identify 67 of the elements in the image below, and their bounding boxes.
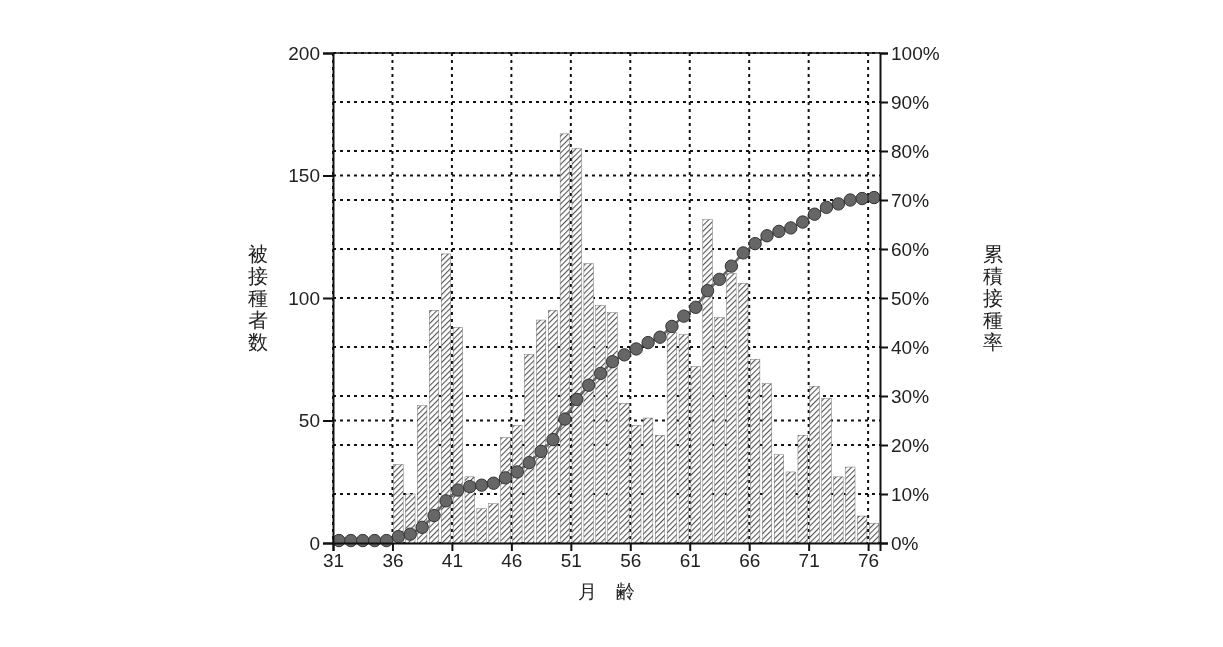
point [689, 300, 703, 314]
point [748, 236, 762, 251]
y-tick-label: 200 [288, 42, 320, 64]
x-tick-label: 61 [679, 550, 701, 572]
x-tick-label: 41 [441, 550, 463, 572]
x-tick-label: 31 [322, 550, 345, 572]
y-tick-label: 150 [288, 165, 320, 187]
point [653, 330, 667, 344]
point [772, 224, 786, 239]
point [605, 355, 620, 369]
y2-tick-label: 30% [891, 385, 930, 407]
y2-axis-title: 累積接種率 [983, 243, 1003, 353]
point [403, 527, 417, 541]
point [534, 444, 548, 459]
point [867, 190, 881, 205]
x-tick-label: 71 [798, 550, 820, 572]
x-tick-label: 46 [501, 550, 523, 572]
x-axis-title: 月 齢 [578, 581, 635, 602]
x-tick-label: 56 [620, 550, 642, 572]
point [522, 455, 536, 470]
y2-tick-label: 90% [891, 91, 930, 113]
y2-tick-label: 80% [891, 140, 930, 162]
point [558, 412, 572, 426]
y2-tick-label: 40% [891, 336, 930, 358]
point [427, 508, 441, 523]
y2-tick-label: 0% [891, 532, 919, 554]
point [819, 200, 834, 215]
point [486, 476, 501, 490]
y-tick-label: 100 [288, 287, 320, 309]
point [665, 319, 679, 334]
point [677, 309, 691, 323]
point [724, 259, 739, 273]
point [736, 246, 750, 260]
point [843, 193, 857, 207]
x-tick-label: 36 [382, 550, 404, 572]
point [617, 348, 632, 362]
point [855, 191, 869, 206]
y-tick-label: 0 [309, 532, 320, 554]
y-axis-title: 被接種者数 [248, 243, 268, 353]
y2-tick-label: 20% [891, 434, 930, 456]
point [796, 215, 810, 229]
y2-tick-label: 10% [891, 483, 930, 505]
point [629, 342, 643, 356]
point [712, 272, 727, 287]
point [641, 335, 655, 350]
y2-tick-label: 70% [891, 189, 930, 211]
point [831, 197, 846, 211]
x-tick-label: 66 [739, 550, 761, 572]
point [760, 229, 774, 243]
point [784, 221, 798, 235]
point [463, 479, 477, 494]
point [807, 207, 822, 221]
point [593, 366, 608, 381]
x-tick-label: 76 [858, 550, 880, 572]
point [415, 520, 429, 534]
point [700, 283, 715, 298]
y2-tick-label: 100% [891, 42, 940, 64]
point [474, 478, 489, 492]
y-tick-label: 50 [298, 410, 320, 432]
point [570, 392, 584, 407]
point [439, 494, 453, 508]
y2-tick-label: 50% [891, 287, 930, 309]
point [546, 432, 560, 447]
x-tick-label: 51 [560, 550, 582, 572]
point [581, 378, 596, 392]
y2-tick-label: 60% [891, 238, 930, 260]
point [451, 483, 465, 497]
